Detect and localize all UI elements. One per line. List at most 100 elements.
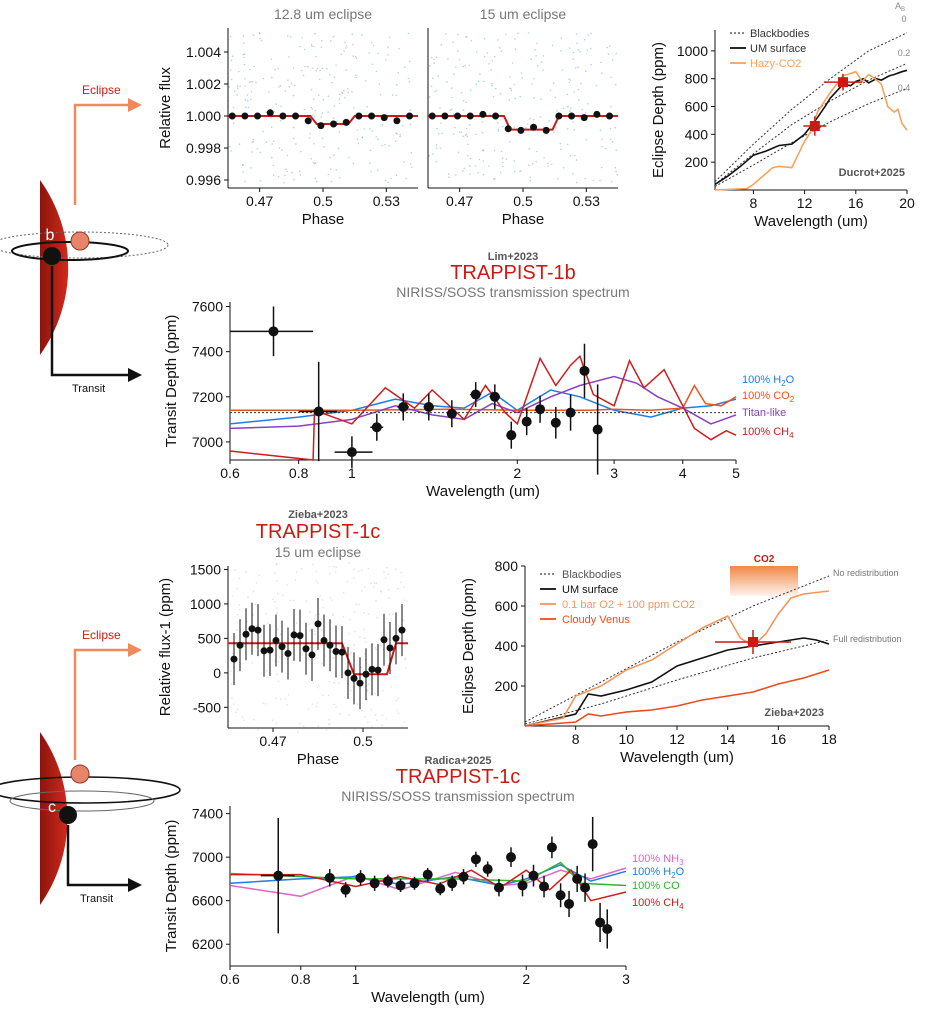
b_ecl_2-raw-point bbox=[614, 126, 616, 129]
b_ecl_1-raw-point bbox=[252, 140, 255, 143]
b_ecl_2-raw-point bbox=[511, 62, 514, 64]
c_ecl-raw-point bbox=[238, 577, 241, 580]
b_ecl_1-raw-point bbox=[395, 94, 398, 97]
binned-point bbox=[530, 123, 538, 131]
b_ecl_2-raw-point bbox=[437, 132, 440, 135]
observation bbox=[423, 401, 434, 412]
b_ecl_1-raw-point bbox=[242, 53, 245, 56]
observation-marker bbox=[838, 77, 848, 88]
observation bbox=[273, 870, 284, 881]
b_ecl_2-raw-point bbox=[577, 88, 580, 91]
b_ecl_2-raw-point bbox=[482, 80, 485, 83]
c_ecl-raw-point bbox=[286, 584, 288, 586]
b_ecl_1-raw-point bbox=[252, 34, 255, 36]
b_ecl_2-raw-point bbox=[499, 92, 502, 95]
y-tick-label: 400 bbox=[495, 638, 519, 654]
legend-label: Blackbodies bbox=[750, 28, 810, 40]
b_ecl_2-raw-point bbox=[464, 35, 467, 38]
x-axis-label: Wavelength (um) bbox=[426, 483, 540, 500]
c_ecl-raw-point bbox=[233, 703, 235, 705]
b_ecl_1-raw-point bbox=[247, 106, 250, 109]
b_ecl_2-raw-point bbox=[483, 37, 486, 40]
binned-point bbox=[492, 112, 500, 120]
b_ecl_1-raw-point bbox=[259, 37, 261, 40]
c_ecl-raw-point bbox=[312, 563, 314, 566]
c_ecl-raw-point bbox=[332, 613, 335, 616]
binned-point bbox=[398, 626, 406, 634]
eclipse-arrow-b bbox=[73, 103, 128, 205]
c_ecl-raw-point bbox=[335, 566, 337, 569]
b_ecl_2-raw-point bbox=[499, 171, 502, 174]
b_ecl_2-raw-point bbox=[505, 33, 507, 36]
b_ecl_2-raw-point bbox=[576, 181, 578, 184]
b_ecl_2-raw-point bbox=[569, 154, 572, 157]
c_ecl-raw-point bbox=[305, 600, 308, 602]
b_ecl_2-raw-point bbox=[492, 95, 495, 98]
b_ecl_1-raw-point bbox=[329, 40, 332, 42]
x-axis-label: Wavelength (um) bbox=[371, 989, 485, 1006]
c_ecl-raw-point bbox=[339, 712, 341, 715]
b_ecl_1-raw-point bbox=[293, 178, 295, 181]
b_ecl_1-raw-point bbox=[375, 136, 378, 138]
b_ecl_1-raw-point bbox=[311, 45, 313, 47]
b_ecl_2-raw-point bbox=[610, 105, 612, 108]
y-axis-label: Eclipse Depth (ppm) bbox=[650, 42, 667, 178]
b_ecl_1-raw-point bbox=[250, 167, 252, 169]
b_ecl_1-raw-point bbox=[230, 59, 233, 62]
b_ecl_2-raw-point bbox=[482, 149, 484, 152]
citation: Lim+2023 bbox=[488, 251, 538, 263]
b_ecl_1-raw-point bbox=[288, 85, 291, 88]
b_ecl_1-raw-point bbox=[292, 94, 295, 97]
x-axis-label: Phase bbox=[502, 211, 545, 228]
b_ecl_2-raw-point bbox=[466, 135, 469, 138]
b_ecl_1-raw-point bbox=[278, 86, 280, 88]
binned-point bbox=[266, 109, 274, 117]
series-label-main: 100% CO bbox=[632, 880, 680, 892]
b_ecl_1-raw-point bbox=[270, 156, 273, 159]
x-tick-label: 0.8 bbox=[289, 465, 309, 481]
b_ecl_1-raw-point bbox=[286, 154, 289, 157]
b_ecl_2-raw-point bbox=[584, 112, 587, 114]
b_ecl_2-raw-point bbox=[462, 65, 465, 68]
b_ecl_2-raw-point bbox=[535, 55, 537, 57]
c_ecl-raw-point bbox=[360, 666, 363, 669]
c_ecl-raw-point bbox=[236, 587, 238, 590]
b_ecl_1-raw-point bbox=[278, 147, 281, 149]
b_ecl_2-raw-point bbox=[601, 138, 603, 141]
c_ecl-raw-point bbox=[390, 686, 392, 688]
b_ecl_1-raw-point bbox=[392, 94, 394, 96]
y-tick-label: 1.002 bbox=[186, 76, 221, 92]
b_ecl_2-raw-point bbox=[453, 73, 455, 75]
series-label-sub: 2 bbox=[671, 871, 676, 880]
y-tick-label: 7200 bbox=[192, 389, 223, 405]
b_ecl_2-raw-point bbox=[550, 163, 553, 166]
b_ecl_1-raw-point bbox=[309, 132, 312, 135]
b_ecl_1-raw-point bbox=[287, 79, 289, 81]
c_ecl-raw-point bbox=[332, 657, 335, 659]
b_ecl_1-raw-point bbox=[310, 106, 313, 109]
x-tick-label: 2 bbox=[513, 465, 521, 481]
c_ecl-raw-point bbox=[292, 599, 295, 602]
binned-point bbox=[317, 122, 325, 130]
binned-point bbox=[290, 631, 298, 639]
chart-subtitle: 12.8 um eclipse bbox=[274, 6, 372, 22]
binned-point bbox=[302, 645, 310, 653]
c_ecl-raw-point bbox=[373, 586, 375, 588]
binned-point bbox=[248, 625, 256, 633]
b_ecl_1-raw-point bbox=[244, 106, 247, 108]
b_ecl_1-raw-point bbox=[253, 65, 255, 68]
b_ecl_1-raw-point bbox=[402, 125, 404, 127]
b_ecl_1-raw-point bbox=[262, 77, 265, 80]
b_ecl_1-raw-point bbox=[308, 137, 311, 139]
c_ecl-raw-point bbox=[258, 574, 261, 577]
annotation: Full redistribution bbox=[833, 634, 902, 644]
c_ecl-raw-point bbox=[342, 591, 345, 594]
observation bbox=[398, 401, 409, 412]
x-tick-label: 0.5 bbox=[513, 193, 533, 209]
planet-label-b: b bbox=[46, 227, 55, 244]
c_ecl-raw-point bbox=[308, 623, 310, 625]
b_ecl_2-raw-point bbox=[599, 179, 601, 182]
observation bbox=[587, 839, 598, 850]
